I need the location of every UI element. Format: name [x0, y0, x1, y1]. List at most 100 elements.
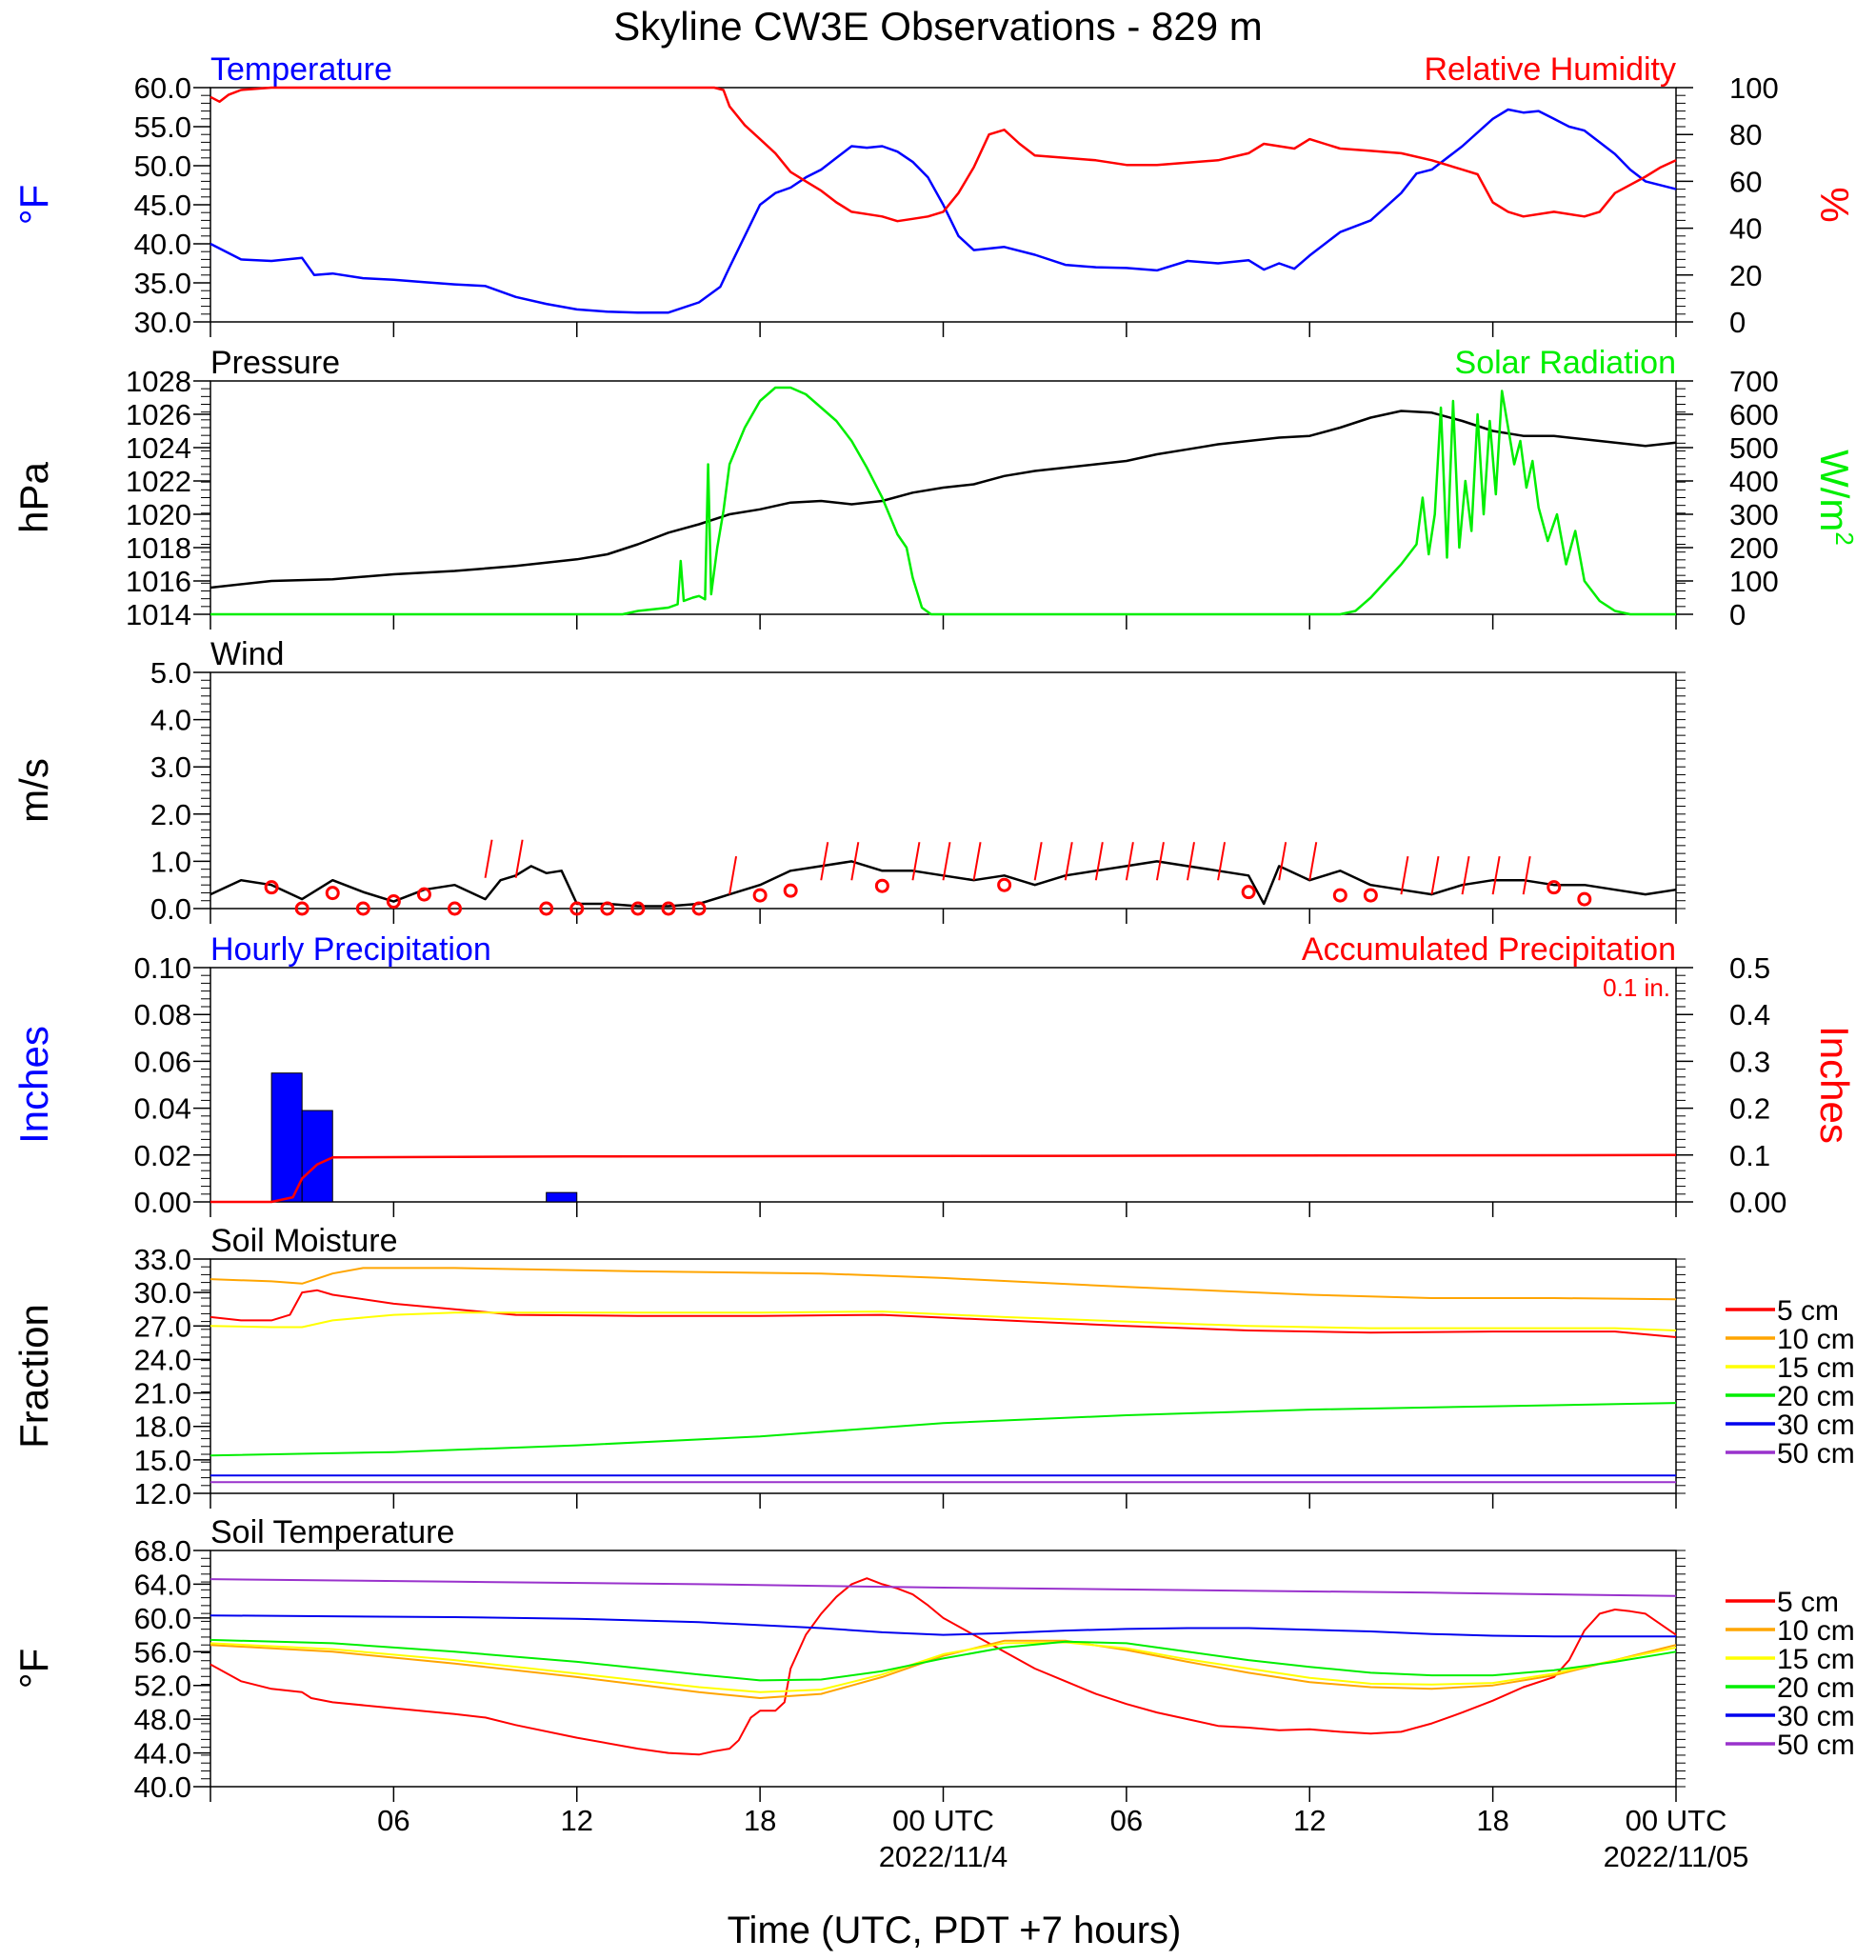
wind-calm-marker: [661, 901, 676, 916]
series-line-5: [210, 1578, 1677, 1597]
wind-barb: [1278, 842, 1287, 881]
left-tick-label: 12.0: [134, 1477, 191, 1510]
right-tick-label: 600: [1729, 398, 1779, 431]
plot-frame: [210, 1258, 1677, 1494]
series-line-3: [210, 1638, 1677, 1682]
left-tick-label: 30.0: [134, 306, 191, 339]
panel-left-title: Pressure: [210, 345, 340, 381]
panel-4: 12.015.018.021.024.027.030.033.0 Soil Moi…: [11, 1223, 1855, 1510]
wind-calm-marker: [539, 901, 554, 916]
left-tick-label: 52.0: [134, 1670, 191, 1703]
left-tick-label: 0.10: [134, 951, 191, 985]
panel-right-title: Solar Radiation: [1455, 345, 1676, 381]
right-tick-label: 200: [1729, 531, 1779, 565]
date-label: 2022/11/05: [1604, 1840, 1749, 1873]
right-tick-label: 100: [1729, 565, 1779, 598]
right-tick-label: 300: [1729, 498, 1779, 531]
legend-label: 30 cm: [1777, 1701, 1855, 1732]
wind-calm-marker: [783, 883, 798, 898]
panel-0: 30.0 35.0 40.0 45.0 50.0 55.0 60.0 0 20 40 60 80 100…: [11, 51, 1857, 339]
left-tick-label: 1020: [126, 498, 191, 531]
time-tick-label: 18: [1476, 1804, 1508, 1837]
right-axis-label: Inches: [1812, 1026, 1857, 1144]
left-tick-label: 0.00: [134, 1186, 191, 1219]
right-tick-label: 0.4: [1729, 998, 1770, 1031]
legend-label: 5 cm: [1777, 1587, 1839, 1618]
right-tick-label: 40: [1729, 212, 1762, 246]
wind-calm-marker: [416, 887, 431, 902]
wind-calm-marker: [874, 878, 889, 893]
left-tick-label: 48.0: [134, 1703, 191, 1736]
wind-barb: [1187, 842, 1195, 881]
wind-calm-marker: [294, 901, 309, 916]
left-tick-label: 3.0: [150, 750, 191, 784]
wind-barb: [1064, 842, 1073, 881]
wind-calm-marker: [1577, 891, 1592, 907]
left-tick-label: 40.0: [134, 1770, 191, 1804]
left-axis-label: m/s: [11, 758, 56, 823]
wind-barb: [1155, 842, 1165, 881]
left-axis-label: °F: [11, 185, 56, 225]
panel-left-title: Temperature: [210, 51, 392, 88]
wind-barb: [484, 839, 493, 878]
left-tick-label: 21.0: [134, 1377, 191, 1410]
left-tick-label: 1016: [126, 565, 191, 598]
wind-calm-marker: [600, 901, 615, 916]
series-line-1: [210, 86, 1677, 223]
left-tick-label: 56.0: [134, 1635, 191, 1669]
left-tick-label: 30.0: [134, 1276, 191, 1310]
left-tick-label: 4.0: [150, 704, 191, 737]
legend-label: 10 cm: [1777, 1324, 1855, 1355]
legend-label: 5 cm: [1777, 1295, 1839, 1327]
right-tick-label: 0.5: [1729, 951, 1770, 985]
wind-barb: [820, 842, 829, 881]
time-tick-label: 06: [377, 1804, 409, 1837]
wind-barb: [850, 842, 860, 881]
left-tick-label: 44.0: [134, 1737, 191, 1770]
left-tick-label: 1028: [126, 365, 191, 398]
plot-frame: [210, 671, 1677, 910]
left-tick-label: 1022: [126, 465, 191, 498]
series-line-2: [210, 1310, 1677, 1331]
precip-bar: [270, 1072, 303, 1203]
series-line-3: [210, 1402, 1677, 1457]
wind-calm-marker: [448, 901, 462, 916]
right-axis-label: W/m2: [1812, 450, 1859, 546]
left-tick-label: 5.0: [150, 656, 191, 690]
right-tick-label: 80: [1729, 118, 1762, 151]
precip-total-label: 0.1 in.: [1603, 973, 1670, 1002]
left-tick-label: 40.0: [134, 228, 191, 261]
left-tick-label: 1018: [126, 531, 191, 565]
left-tick-label: 0.08: [134, 998, 191, 1031]
legend-label: 50 cm: [1777, 1730, 1855, 1761]
right-tick-label: 0.00: [1729, 1186, 1786, 1219]
right-tick-label: 100: [1729, 71, 1779, 105]
series-line-0: [210, 860, 1677, 908]
left-tick-label: 1024: [126, 431, 191, 465]
panel-left-title: Soil Moisture: [210, 1223, 398, 1259]
wind-calm-marker: [691, 901, 707, 916]
left-tick-label: 24.0: [134, 1343, 191, 1376]
series-line-1: [210, 1267, 1677, 1301]
right-axis-label: %: [1812, 187, 1857, 222]
time-tick-label: 06: [1110, 1804, 1143, 1837]
series-line-0: [210, 1289, 1677, 1338]
left-tick-label: 35.0: [134, 267, 191, 300]
series-line-0: [210, 108, 1677, 314]
left-tick-label: 45.0: [134, 189, 191, 222]
wind-barb: [1125, 842, 1134, 881]
wind-barb: [1033, 842, 1043, 881]
wind-calm-marker: [630, 901, 646, 916]
wind-barb: [1522, 855, 1531, 895]
panels: 30.035.040.045.050.055.060.0020406080100…: [11, 51, 1859, 1804]
left-tick-label: 0.02: [134, 1139, 191, 1172]
plot-frame: [210, 1550, 1677, 1788]
wind-barb: [728, 855, 738, 895]
legend-label: 15 cm: [1777, 1644, 1855, 1675]
wind-barb: [1400, 855, 1409, 895]
panel-left-title: Wind: [210, 636, 284, 672]
panel-2: 0.0 1.0 2.0 3.0 4.0 5.0 Wind m/s: [11, 636, 1686, 926]
left-tick-label: 1026: [126, 398, 191, 431]
legend-label: 20 cm: [1777, 1381, 1855, 1412]
